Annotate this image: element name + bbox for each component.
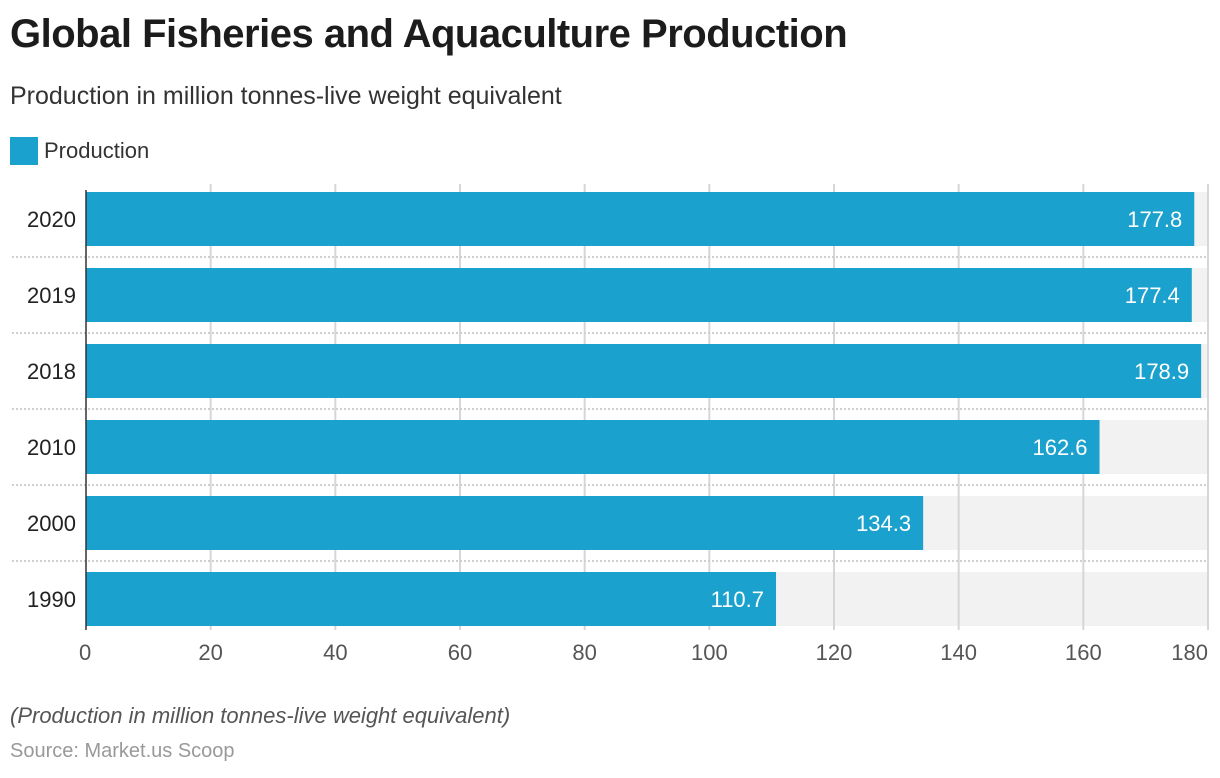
category-label: 2020: [27, 207, 76, 232]
category-label: 2010: [27, 435, 76, 460]
x-tick-label: 180: [1171, 640, 1208, 665]
bar-2010: [86, 420, 1100, 474]
x-tick-label: 60: [448, 640, 472, 665]
x-tick-label: 140: [940, 640, 977, 665]
chart-subtitle: Production in million tonnes-live weight…: [10, 82, 562, 110]
x-tick-label: 20: [198, 640, 222, 665]
legend-swatch: [10, 137, 38, 165]
bar-2019: [86, 268, 1192, 322]
legend: Production: [10, 137, 149, 165]
x-tick-label: 160: [1065, 640, 1102, 665]
x-tick-label: 120: [816, 640, 853, 665]
x-tick-label: 0: [79, 640, 91, 665]
bar-2018: [86, 344, 1202, 398]
x-tick-label: 40: [323, 640, 347, 665]
footnote: (Production in million tonnes-live weigh…: [10, 703, 511, 728]
category-label: 2019: [27, 283, 76, 308]
category-label: 2000: [27, 511, 76, 536]
source: Source: Market.us Scoop: [10, 740, 235, 762]
x-tick-label: 100: [691, 640, 728, 665]
value-label: 177.8: [1127, 207, 1182, 232]
bar-2020: [86, 192, 1195, 246]
value-label: 178.9: [1134, 359, 1189, 384]
value-label: 134.3: [856, 511, 911, 536]
bar-1990: [86, 572, 777, 626]
value-label: 177.4: [1125, 283, 1180, 308]
value-label: 110.7: [711, 587, 764, 612]
chart-title: Global Fisheries and Aquaculture Product…: [10, 12, 848, 56]
category-label: 2018: [27, 359, 76, 384]
x-tick-label: 80: [572, 640, 596, 665]
value-label: 162.6: [1032, 435, 1087, 460]
bar-2000: [86, 496, 924, 550]
category-label: 1990: [27, 587, 76, 612]
legend-label: Production: [44, 138, 150, 163]
